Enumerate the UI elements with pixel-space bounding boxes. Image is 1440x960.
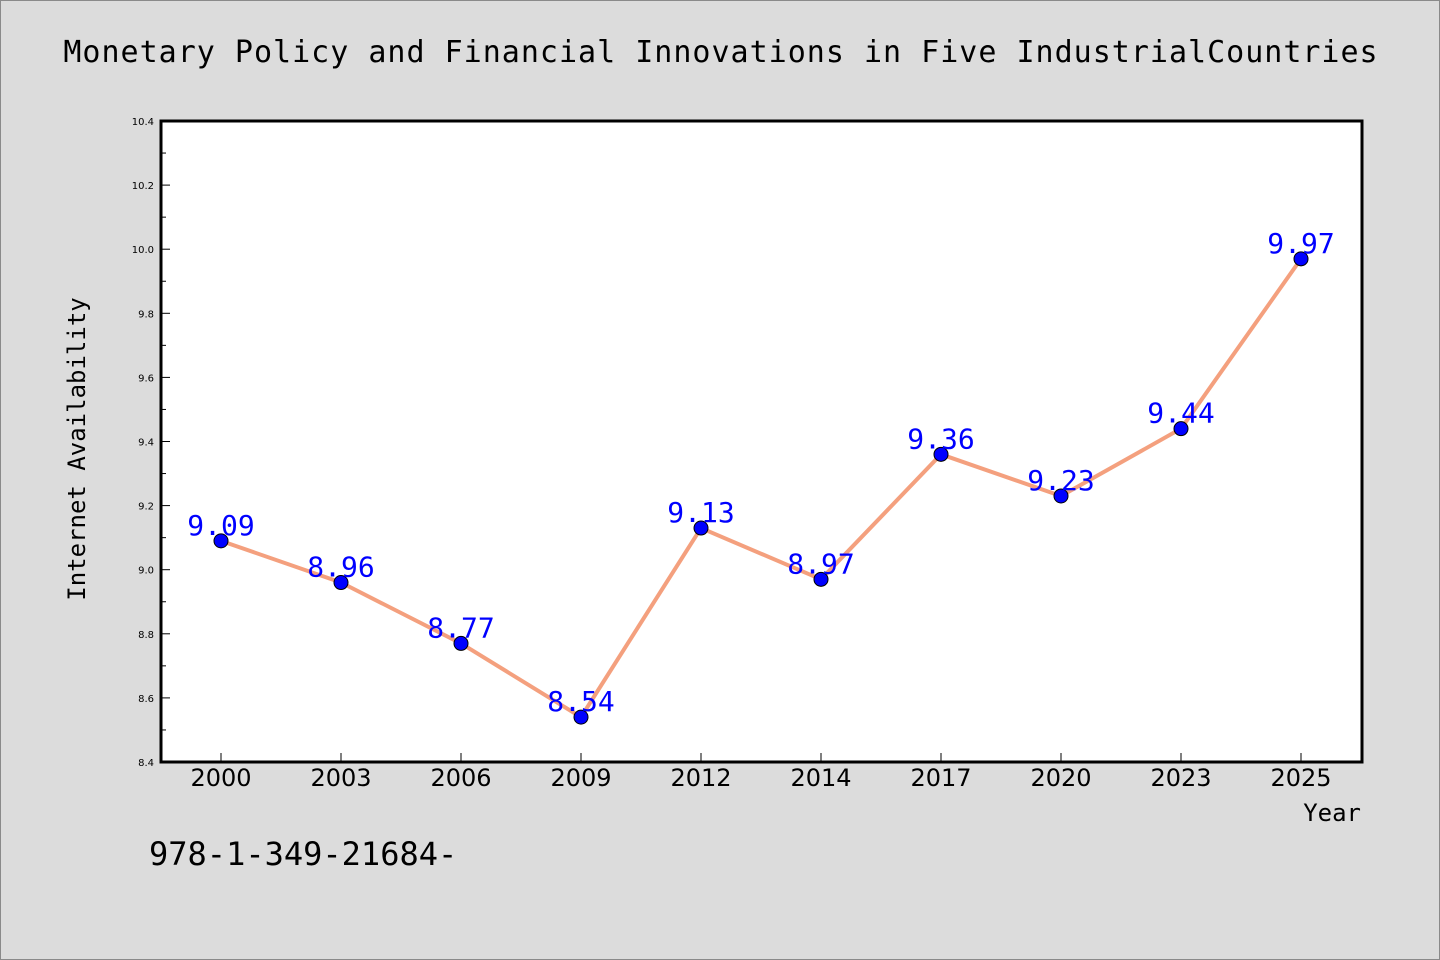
data-label: 9.36 — [907, 422, 974, 455]
data-label: 9.09 — [187, 509, 254, 542]
data-label: 9.13 — [667, 496, 734, 529]
x-tick-label: 2017 — [910, 764, 971, 792]
data-label: 8.97 — [787, 547, 854, 580]
data-label: 9.97 — [1267, 227, 1334, 260]
y-tick-label: 10.2 — [132, 181, 154, 192]
y-tick-label: 10.0 — [132, 245, 154, 256]
y-tick-label: 9.0 — [138, 566, 154, 577]
y-tick-label: 8.4 — [138, 758, 154, 769]
footnote-text: 978-1-349-21684- — [149, 835, 458, 873]
y-tick-label: 9.4 — [138, 438, 154, 449]
x-tick-label: 2012 — [670, 764, 731, 792]
plot-area — [159, 119, 1364, 764]
x-tick-label: 2020 — [1030, 764, 1091, 792]
data-label: 8.96 — [307, 551, 374, 584]
data-point — [573, 709, 589, 725]
y-tick-label: 10.4 — [132, 117, 154, 128]
data-point — [1173, 421, 1189, 437]
y-tick-label: 8.6 — [138, 694, 154, 705]
y-tick-label: 9.8 — [138, 309, 154, 320]
x-tick-label: 2009 — [550, 764, 611, 792]
y-tick-label: 9.6 — [138, 373, 154, 384]
data-point — [693, 520, 709, 536]
x-axis-label: Year — [1303, 799, 1361, 827]
y-axis: 8.4 8.6 8.8 9.0 9.2 9.4 9.6 9.8 10.0 10.2 10.4 — [132, 117, 170, 769]
x-tick-label: 2003 — [310, 764, 371, 792]
y-tick-label: 9.2 — [138, 502, 154, 513]
data-point — [333, 575, 349, 591]
y-tick-label: 8.8 — [138, 630, 154, 641]
x-tick-label: 2000 — [190, 764, 251, 792]
data-point — [813, 571, 829, 587]
chart-title: Monetary Policy and Financial Innovation… — [63, 35, 1379, 70]
data-label: 9.23 — [1027, 464, 1094, 497]
x-tick-label: 2006 — [430, 764, 491, 792]
data-point — [453, 635, 469, 651]
data-point — [1293, 251, 1309, 267]
x-tick-label: 2014 — [790, 764, 851, 792]
marker-group — [213, 251, 1309, 725]
data-label-group: 9.09 8.96 8.77 8.54 9.13 8.97 9.36 9.23 9.44 9.97 — [187, 227, 1334, 718]
series-line-group — [220, 257, 1303, 720]
data-label: 8.77 — [427, 611, 494, 644]
x-axis: 2000 2003 2006 2009 2012 2014 2017 2020 2023 2025 — [190, 753, 1332, 792]
data-point — [213, 533, 229, 549]
data-point — [1053, 488, 1069, 504]
x-tick-label: 2025 — [1270, 764, 1331, 792]
y-axis-label: Internet Availability — [63, 297, 91, 600]
x-tick-label: 2023 — [1150, 764, 1211, 792]
data-point — [933, 446, 949, 462]
series-line — [220, 257, 1303, 720]
data-label: 8.54 — [547, 685, 614, 718]
data-label: 9.44 — [1147, 397, 1214, 430]
